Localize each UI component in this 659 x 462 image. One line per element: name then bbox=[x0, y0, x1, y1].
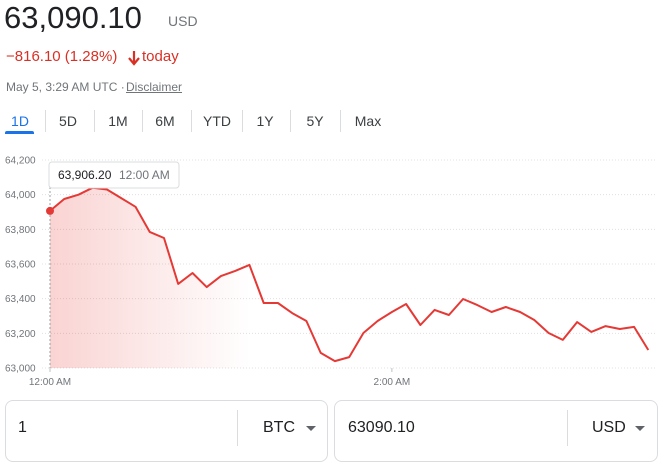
tab-separator bbox=[191, 110, 192, 132]
y-tick-label: 63,800 bbox=[5, 225, 36, 236]
range-tab[interactable]: YTD bbox=[203, 113, 231, 129]
tooltip-time: 12:00 AM bbox=[119, 168, 170, 182]
from-amount[interactable]: 1 bbox=[18, 419, 27, 436]
y-tick-label: 63,400 bbox=[5, 294, 36, 305]
tab-separator bbox=[45, 110, 46, 132]
tab-separator bbox=[142, 110, 143, 132]
area bbox=[50, 187, 649, 368]
tab-separator bbox=[340, 110, 341, 132]
x-tick-label: 2:00 AM bbox=[374, 377, 411, 388]
range-tab[interactable]: 6M bbox=[155, 113, 175, 129]
price: 63,090.10 bbox=[4, 0, 142, 35]
range-tab[interactable]: 5Y bbox=[306, 113, 324, 129]
to-currency[interactable]: USD bbox=[592, 419, 626, 436]
y-tick-label: 63,000 bbox=[5, 364, 36, 375]
range-tab[interactable]: 1M bbox=[108, 113, 128, 129]
active-tab-indicator bbox=[5, 131, 34, 134]
hover-point bbox=[46, 206, 54, 215]
divider bbox=[567, 410, 568, 446]
finance-widget: {"header": {"price": "63,090.10", "curre… bbox=[4, 0, 658, 462]
y-tick-label: 63,600 bbox=[5, 260, 36, 271]
range-tab[interactable]: 1D bbox=[11, 113, 29, 129]
dropdown-icon[interactable] bbox=[305, 425, 317, 433]
range-tab[interactable]: 5D bbox=[59, 113, 77, 129]
disclaimer-link[interactable]: Disclaimer bbox=[126, 80, 183, 94]
price-line bbox=[49, 186, 650, 363]
y-tick-label: 64,000 bbox=[5, 190, 36, 201]
currency: USD bbox=[168, 13, 198, 29]
change-period: today bbox=[142, 48, 179, 65]
tab-separator bbox=[242, 110, 243, 132]
to-amount[interactable]: 63090.10 bbox=[348, 419, 415, 436]
x-tick-label: 12:00 AM bbox=[29, 377, 71, 388]
change: −816.10 (1.28%) bbox=[6, 48, 118, 65]
y-tick-label: 63,200 bbox=[5, 329, 36, 340]
down-arrow bbox=[128, 51, 140, 66]
y-tick-label: 64,200 bbox=[5, 156, 36, 167]
tooltip-box bbox=[48, 161, 180, 189]
from-currency[interactable]: BTC bbox=[263, 419, 295, 436]
divider bbox=[237, 410, 238, 446]
tab-separator bbox=[94, 110, 95, 132]
range-tab[interactable]: Max bbox=[354, 113, 382, 129]
range-tab[interactable]: 1Y bbox=[256, 113, 274, 129]
chart: 63,000 63,200 63,400 63,600 63,800 64,000 64,2… bbox=[5, 156, 655, 388]
timestamp: May 5, 3:29 AM UTC · bbox=[6, 80, 125, 94]
dropdown-icon[interactable] bbox=[634, 425, 646, 433]
tooltip-price: 63,906.20 bbox=[58, 168, 112, 182]
tab-separator bbox=[290, 110, 291, 132]
